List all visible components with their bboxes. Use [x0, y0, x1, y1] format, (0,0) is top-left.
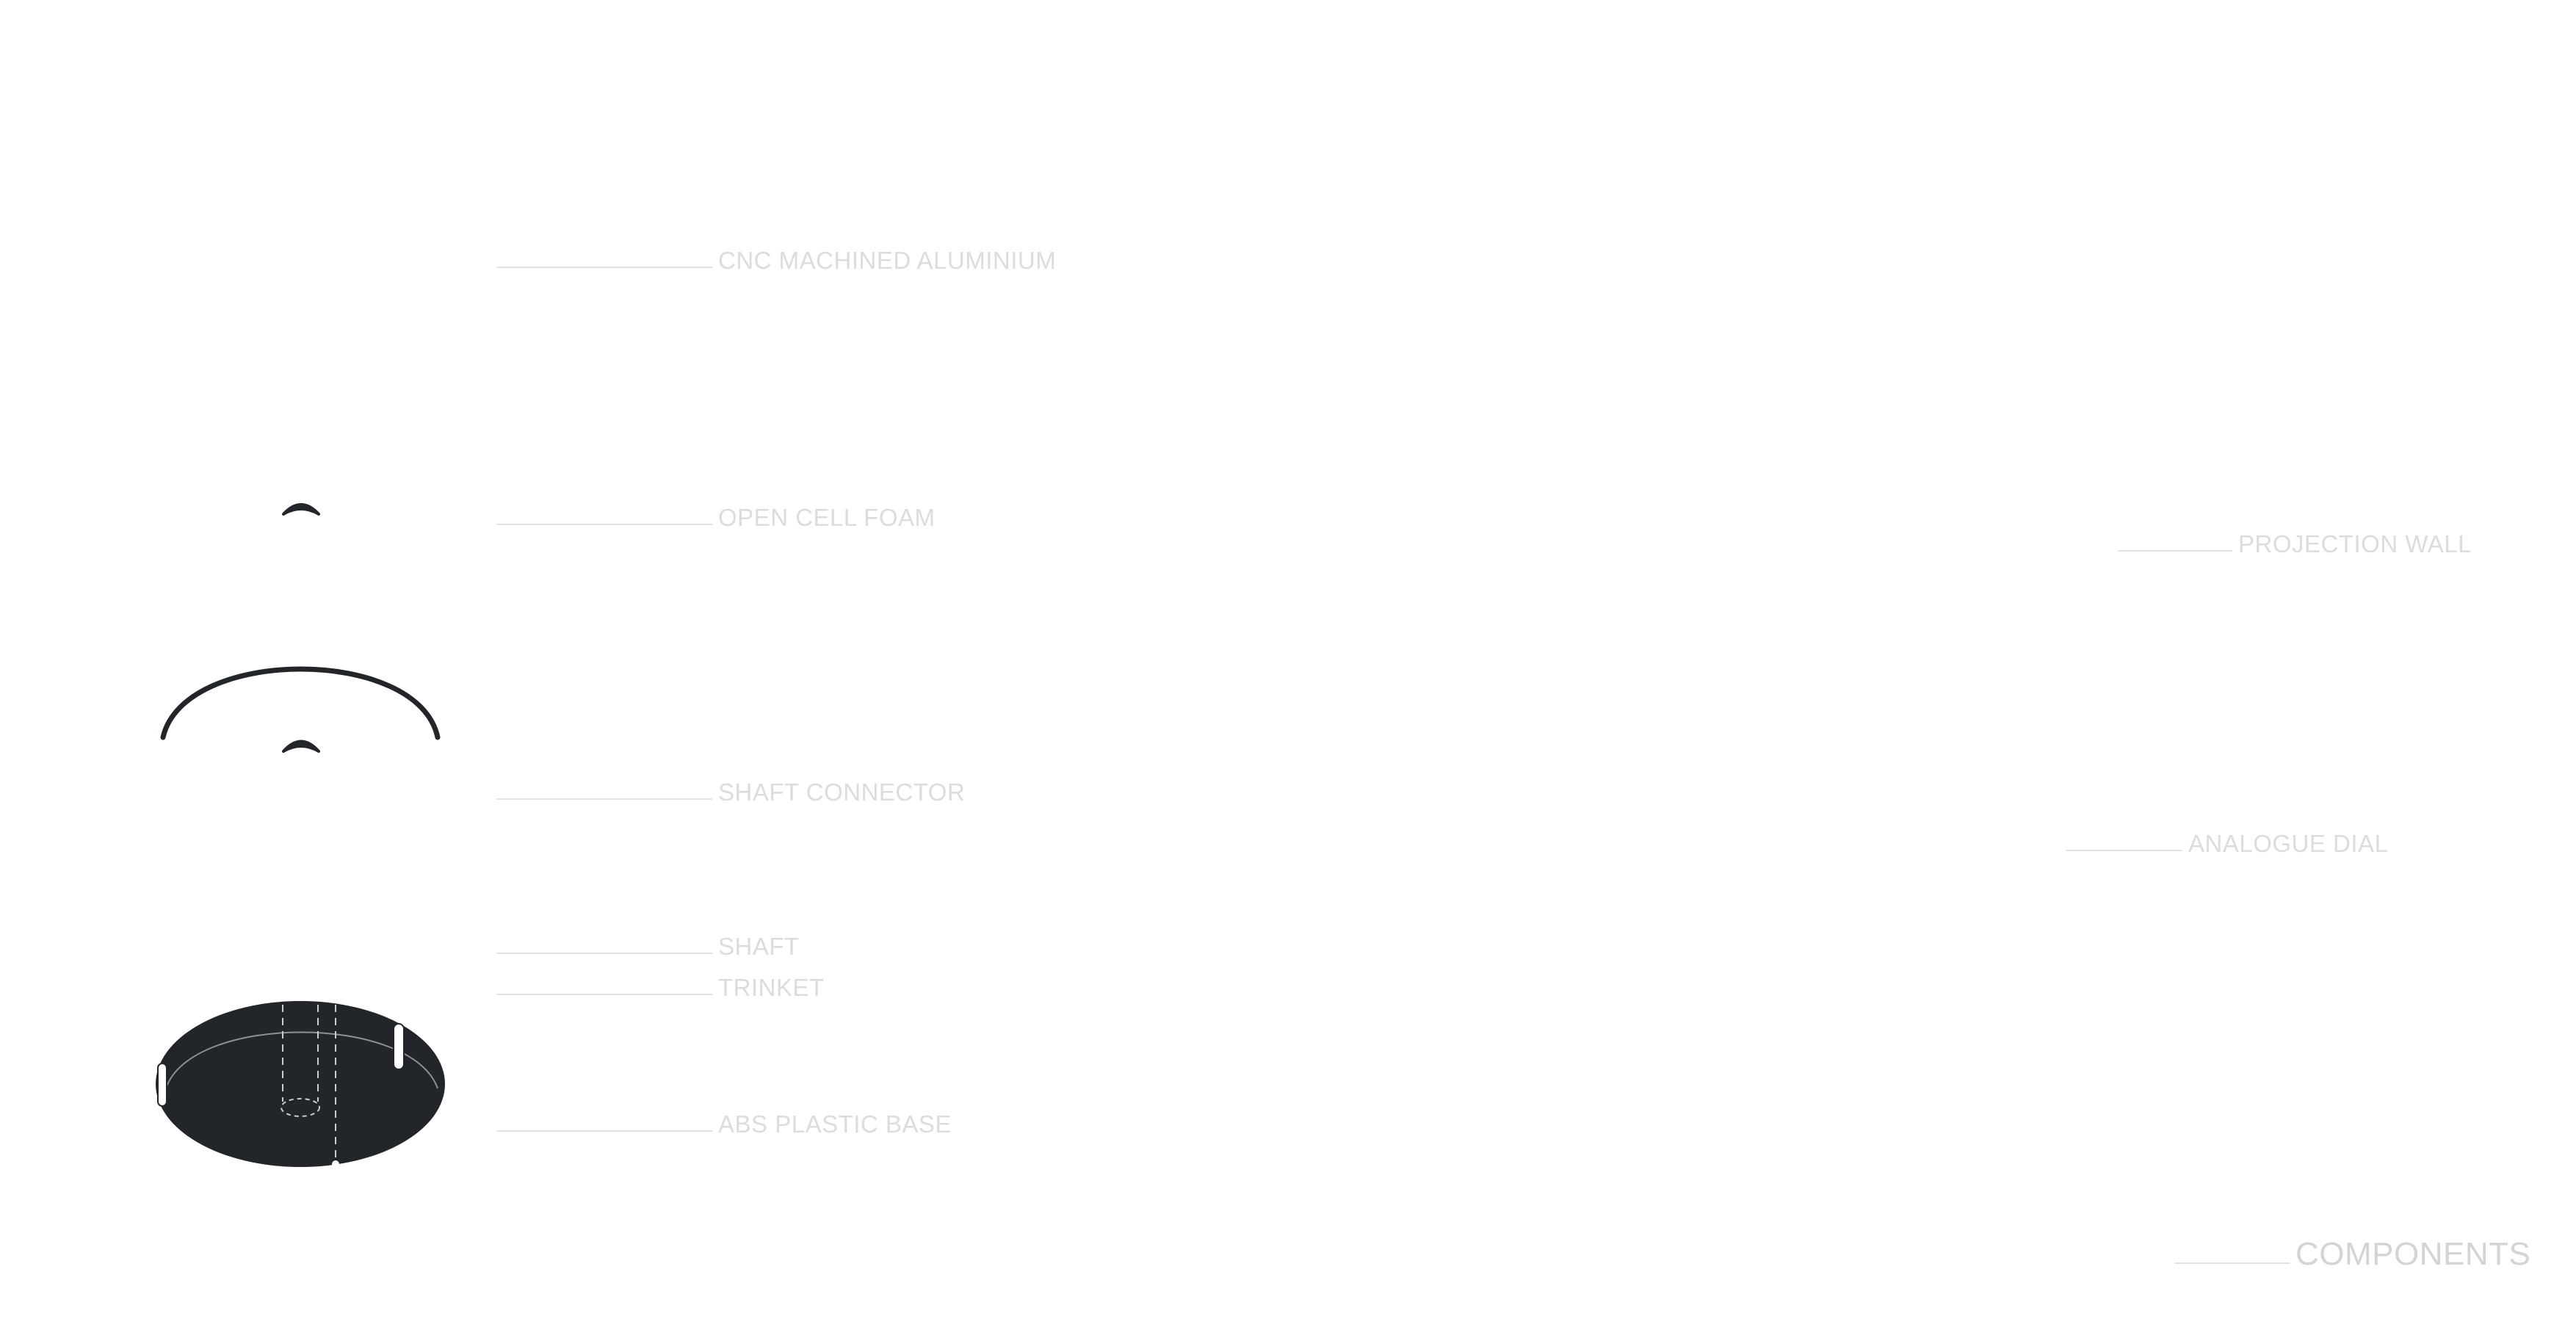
label-abs-plastic-base: ABS PLASTIC BASE: [718, 1110, 952, 1138]
label-shaft-connector: SHAFT CONNECTOR: [718, 778, 965, 806]
label-projection-wall: PROJECTION WALL: [2238, 530, 2472, 557]
upper-cap-arc: [282, 503, 320, 516]
aluminium-top-shell-arc: [160, 666, 441, 740]
label-shaft: SHAFT: [718, 933, 800, 960]
label-analogue-dial: ANALOGUE DIAL: [2188, 830, 2388, 857]
lower-cap-arc: [282, 740, 320, 753]
label-trinket: TRINKET: [718, 974, 825, 1001]
label-components-title: COMPONENTS: [2295, 1236, 2530, 1272]
label-cnc-machined-aluminium: CNC MACHINED ALUMINIUM: [718, 247, 1056, 274]
abs-plastic-base-disc: [156, 1001, 445, 1168]
label-open-cell-foam: OPEN CELL FOAM: [718, 504, 936, 531]
